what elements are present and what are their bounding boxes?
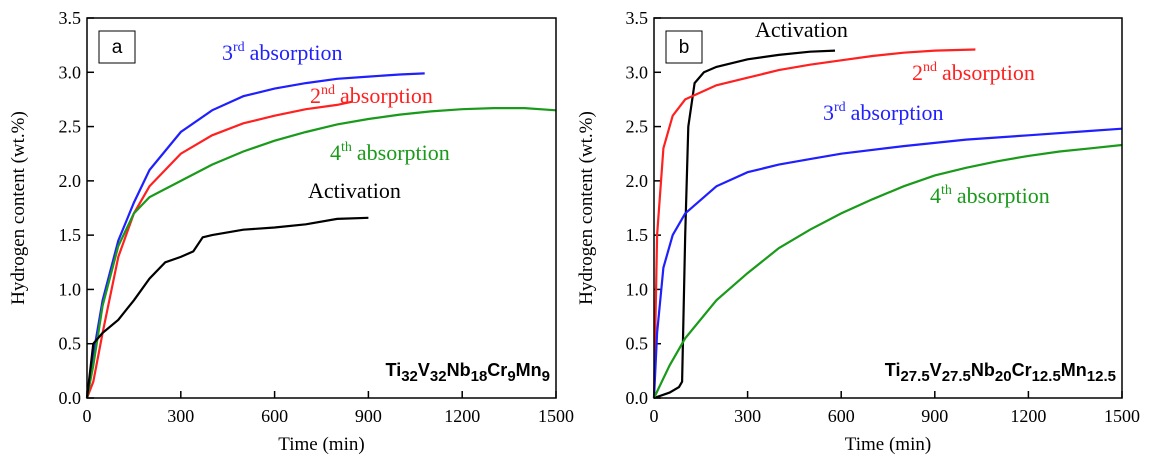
formula-part: 12.5: [1087, 368, 1116, 385]
formula-part: 27.5: [942, 368, 971, 385]
formula-part: 32: [401, 368, 418, 385]
series-label-part: 2: [912, 60, 923, 85]
series-label-part: rd: [834, 100, 846, 115]
formula-part: 9: [507, 368, 515, 385]
formula-part: 32: [430, 368, 447, 385]
x-tick-label: 900: [921, 406, 948, 426]
series-label-part: 2: [310, 83, 321, 108]
formula-part: Ti: [386, 360, 402, 380]
series-label-part: 4: [930, 183, 941, 208]
series-line: [653, 143, 1123, 399]
series-label: 4th absorption: [930, 183, 1050, 208]
formula-part: Nb: [447, 360, 471, 380]
panel-box: [665, 30, 703, 64]
formula-part: Cr: [1012, 360, 1032, 380]
x-tick-label: 300: [167, 406, 194, 426]
series-label-part: 3: [222, 40, 233, 65]
y-tick-label: 2.5: [626, 117, 649, 137]
x-tick-label: 0: [83, 406, 92, 426]
x-axis-label: Time (min): [845, 434, 931, 455]
series-line: [85, 216, 369, 399]
formula-part: Ti: [885, 360, 901, 380]
x-axis-label: Time (min): [278, 434, 364, 455]
x-tick-label: 0: [650, 406, 659, 426]
y-tick-label: 1.5: [626, 225, 649, 245]
series-label-part: nd: [321, 83, 335, 98]
panel-letter: b: [679, 37, 690, 58]
y-axis-label: Hydrogen content (wt.%): [8, 111, 29, 305]
series-label-part: Activation: [755, 17, 848, 42]
x-tick-label: 1500: [1104, 406, 1140, 426]
y-tick-label: 0.5: [626, 334, 649, 354]
formula-part: V: [930, 360, 942, 380]
formula-part: Cr: [487, 360, 507, 380]
y-tick-label: 2.0: [626, 171, 649, 191]
series-label-part: absorption: [357, 140, 450, 165]
panel: 0 300 600 900 1200 1500 0.0 0.5 1.0 1.5 2.0 2.5 3.0 3…: [8, 8, 574, 455]
series-label: 2nd absorption: [912, 60, 1035, 85]
y-tick-label: 2.0: [59, 171, 82, 191]
series-label: 2nd absorption: [310, 83, 433, 108]
y-tick-label: 0.0: [626, 388, 649, 408]
x-tick-label: 1200: [444, 406, 480, 426]
y-tick-label: 1.0: [626, 279, 649, 299]
formula-part: 20: [995, 368, 1012, 385]
plot-frame: [653, 17, 1123, 399]
series-line: [85, 100, 354, 399]
formula-part: 27.5: [900, 368, 929, 385]
x-tick-label: 600: [828, 406, 855, 426]
formula-part: Mn: [1061, 360, 1087, 380]
series-label-part: rd: [233, 40, 245, 55]
formula-part: 18: [471, 368, 488, 385]
x-tick-label: 300: [734, 406, 761, 426]
formula-part: 12.5: [1032, 368, 1061, 385]
formula-part: Mn: [516, 360, 542, 380]
x-tick-label: 900: [355, 406, 382, 426]
panel: 0 300 600 900 1200 1500 0.0 0.5 1.0 1.5 2.0 2.5 3.0 3…: [576, 8, 1140, 455]
formula-part: V: [418, 360, 430, 380]
series-label: Activation: [755, 17, 848, 42]
series-label: 3rd absorption: [222, 40, 343, 65]
y-tick-label: 3.5: [626, 8, 649, 28]
y-tick-label: 2.5: [59, 117, 82, 137]
series-line: [85, 107, 557, 399]
y-tick-label: 0.5: [59, 334, 82, 354]
series-line: [653, 49, 836, 400]
x-tick-label: 1200: [1010, 406, 1046, 426]
y-tick-label: 3.5: [59, 8, 82, 28]
formula-part: 9: [542, 368, 550, 385]
series-label-part: absorption: [942, 60, 1035, 85]
series-label-part: 4: [330, 140, 341, 165]
y-tick-label: 1.5: [59, 225, 82, 245]
formula-part: Nb: [971, 360, 995, 380]
panel-letter: a: [112, 37, 123, 58]
series-label-part: nd: [923, 60, 937, 75]
series-label-part: 3: [823, 100, 834, 125]
series-label-part: absorption: [340, 83, 433, 108]
series-label-part: absorption: [851, 100, 944, 125]
series-label-part: absorption: [957, 183, 1050, 208]
series-label: 3rd absorption: [823, 100, 944, 125]
formula: Ti32V32Nb18Cr9Mn9: [386, 360, 550, 385]
series-label-part: absorption: [250, 40, 343, 65]
series-label-part: th: [941, 183, 952, 198]
series-line: [652, 48, 976, 399]
series-line: [85, 72, 425, 399]
y-tick-label: 3.0: [626, 62, 649, 82]
x-tick-label: 600: [261, 406, 288, 426]
y-axis-label: Hydrogen content (wt.%): [576, 111, 597, 305]
x-tick-label: 1500: [538, 406, 574, 426]
series-label: Activation: [308, 178, 401, 203]
panel-box: [98, 30, 136, 64]
formula: Ti27.5V27.5Nb20Cr12.5Mn12.5: [885, 360, 1116, 385]
plot-frame: [86, 17, 557, 399]
y-tick-label: 3.0: [59, 62, 82, 82]
y-tick-label: 0.0: [59, 388, 82, 408]
series-label-part: th: [341, 140, 352, 155]
series-label: 4th absorption: [330, 140, 450, 165]
series-label-part: Activation: [308, 178, 401, 203]
series-line: [652, 127, 1123, 399]
y-tick-label: 1.0: [59, 279, 82, 299]
